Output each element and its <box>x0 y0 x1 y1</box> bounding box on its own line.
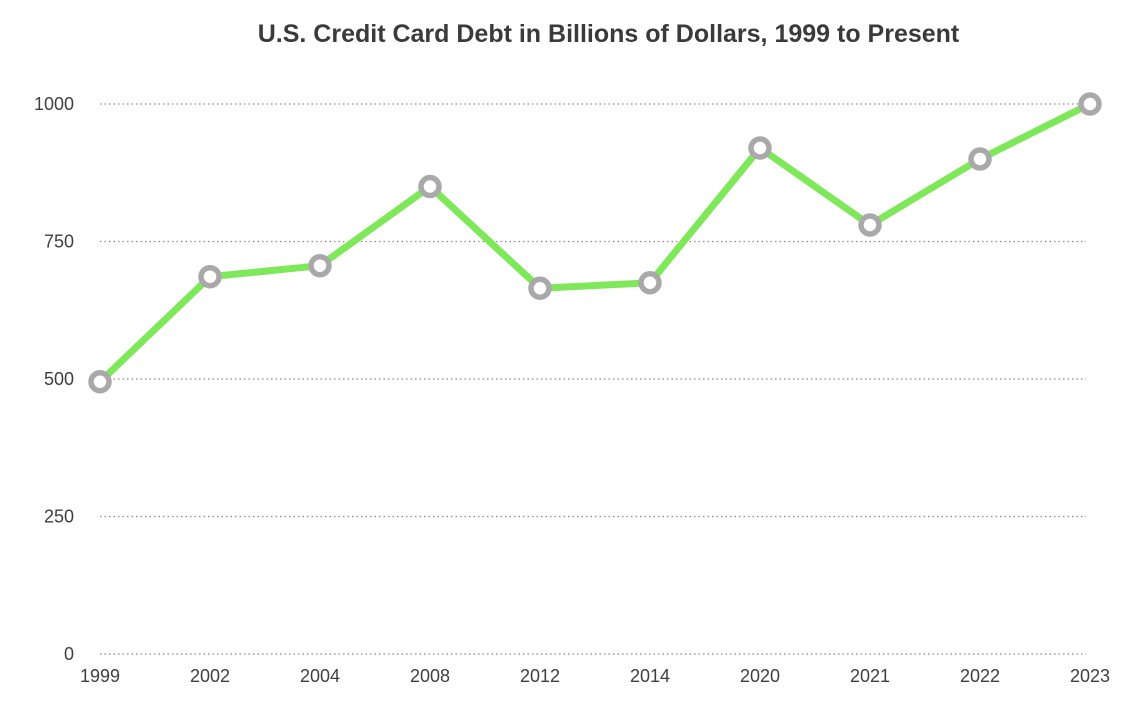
chart-title: U.S. Credit Card Debt in Billions of Dol… <box>257 20 960 48</box>
x-tick-label: 2004 <box>300 666 340 686</box>
y-tick-label: 0 <box>64 644 74 664</box>
x-tick-label: 2020 <box>740 666 780 686</box>
y-axis-ticks: 0 250 500 750 1000 <box>34 94 74 664</box>
x-tick-label: 2023 <box>1070 666 1110 686</box>
x-axis-ticks: 1999 2002 2004 2008 2012 2014 2020 2021 2022 2023 <box>80 666 1110 686</box>
x-tick-label: 2008 <box>410 666 450 686</box>
series-layer <box>96 100 1094 386</box>
y-tick-label: 750 <box>44 232 74 252</box>
data-point-marker <box>968 147 992 171</box>
data-point-marker <box>418 174 442 199</box>
point-markers <box>88 92 1102 394</box>
y-tick-label: 500 <box>44 369 74 389</box>
x-tick-label: 2014 <box>630 666 670 686</box>
y-tick-label: 1000 <box>34 94 74 114</box>
data-point-marker <box>88 370 112 394</box>
data-point-marker <box>198 264 222 289</box>
data-point-marker <box>638 271 662 295</box>
data-point-marker <box>1078 92 1102 116</box>
data-point-marker <box>748 136 772 160</box>
x-tick-label: 1999 <box>80 666 120 686</box>
series-line <box>96 100 1094 386</box>
x-tick-label: 2002 <box>190 666 230 686</box>
x-tick-label: 2022 <box>960 666 1000 686</box>
data-point-marker <box>528 276 552 300</box>
data-point-marker <box>308 253 332 278</box>
x-tick-label: 2012 <box>520 666 560 686</box>
y-tick-label: 250 <box>44 507 74 527</box>
x-tick-label: 2021 <box>850 666 890 686</box>
data-point-marker <box>858 213 882 237</box>
